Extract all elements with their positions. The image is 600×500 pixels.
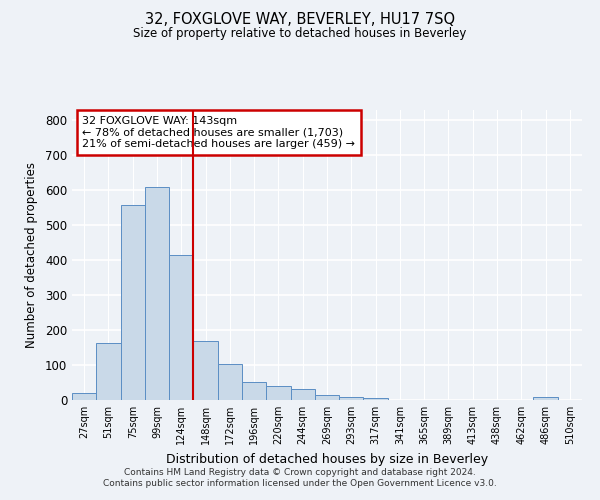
Text: Contains HM Land Registry data © Crown copyright and database right 2024.
Contai: Contains HM Land Registry data © Crown c…: [103, 468, 497, 487]
Y-axis label: Number of detached properties: Number of detached properties: [25, 162, 38, 348]
Text: 32 FOXGLOVE WAY: 143sqm
← 78% of detached houses are smaller (1,703)
21% of semi: 32 FOXGLOVE WAY: 143sqm ← 78% of detache…: [82, 116, 355, 149]
Bar: [121, 206, 145, 400]
Bar: [193, 340, 218, 400]
Bar: [72, 393, 96, 400]
Bar: [290, 389, 315, 400]
Bar: [169, 254, 193, 400]
Bar: [266, 386, 290, 400]
X-axis label: Distribution of detached houses by size in Beverley: Distribution of detached houses by size …: [166, 452, 488, 466]
Bar: [315, 395, 339, 400]
Bar: [339, 396, 364, 400]
Bar: [533, 397, 558, 400]
Bar: [145, 186, 169, 400]
Bar: [364, 398, 388, 400]
Text: 32, FOXGLOVE WAY, BEVERLEY, HU17 7SQ: 32, FOXGLOVE WAY, BEVERLEY, HU17 7SQ: [145, 12, 455, 28]
Text: Size of property relative to detached houses in Beverley: Size of property relative to detached ho…: [133, 28, 467, 40]
Bar: [96, 343, 121, 400]
Bar: [218, 364, 242, 400]
Bar: [242, 382, 266, 400]
